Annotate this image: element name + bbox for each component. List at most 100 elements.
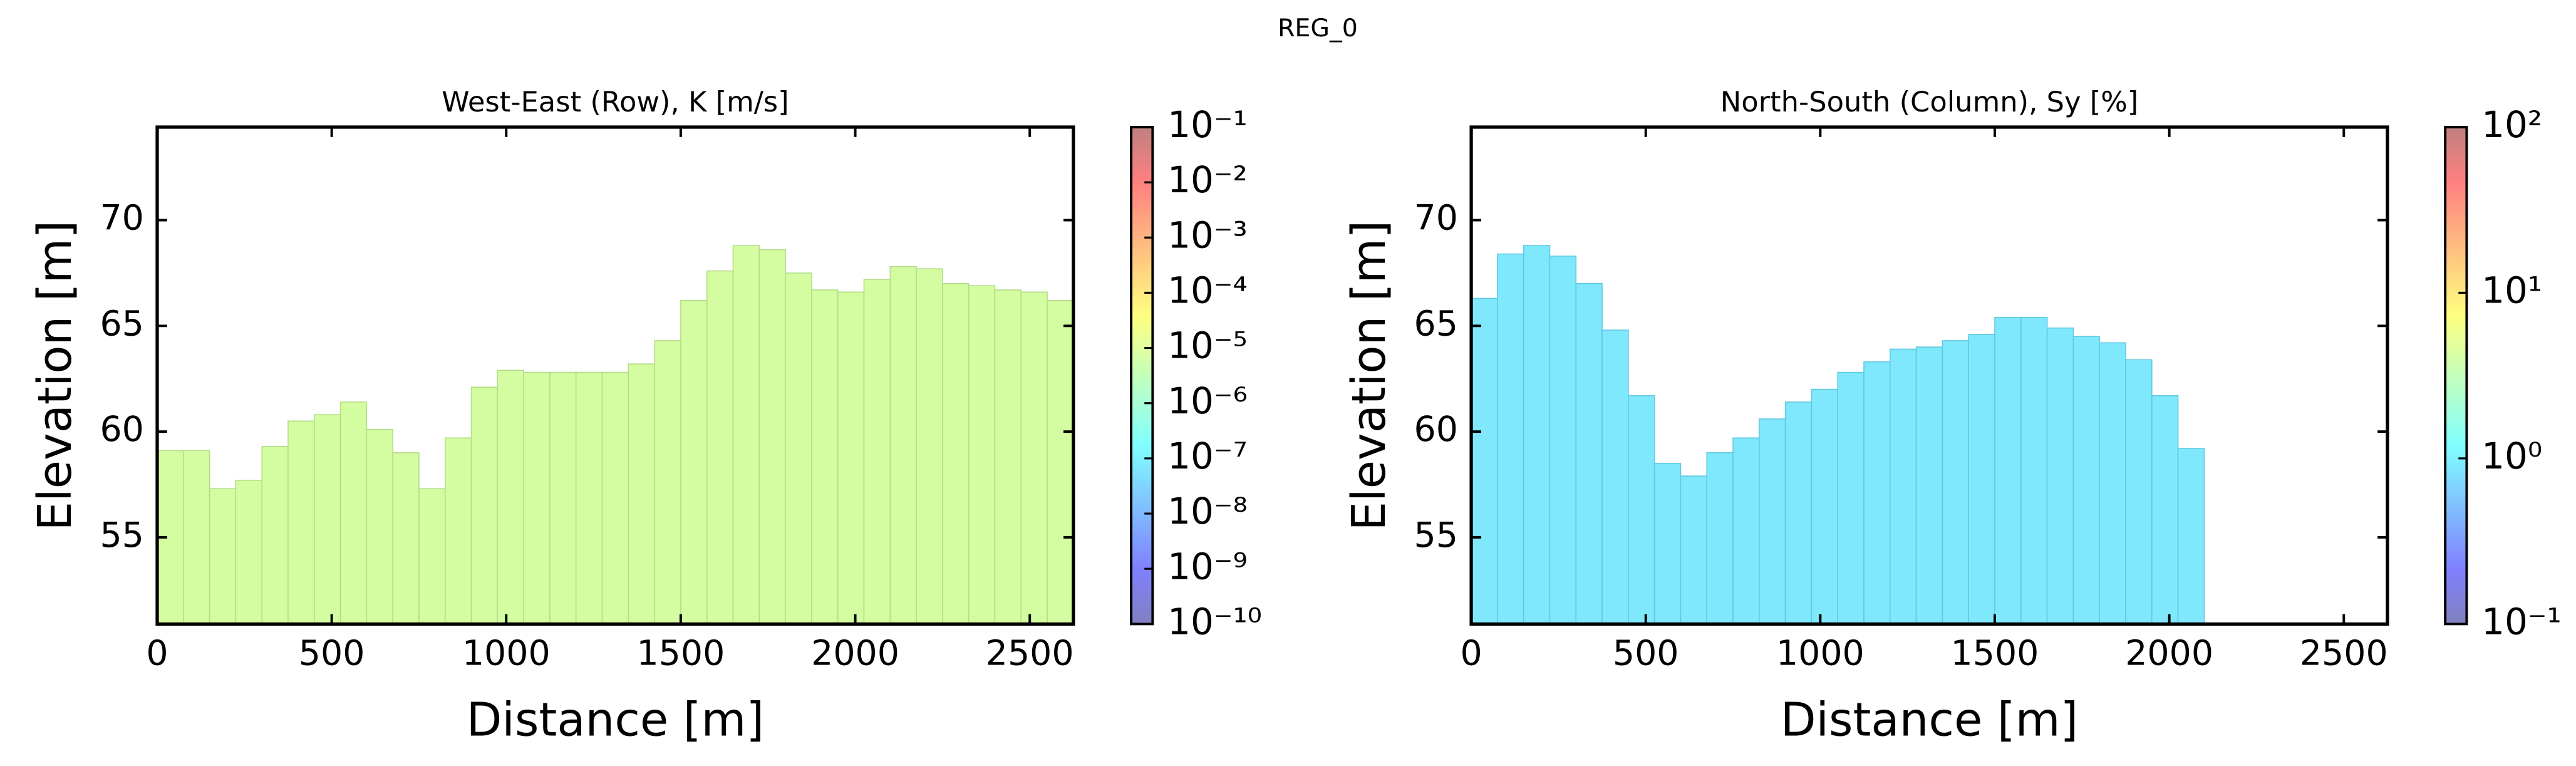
bar [889,266,917,625]
bar [601,371,629,625]
x-tick-label: 1500 [636,634,725,674]
bar [1628,395,1655,625]
bar [2177,448,2205,625]
bar [732,245,760,625]
y-tick-label: 70 [1414,199,1458,239]
y-axis-label: Elevation [m] [28,220,82,531]
colorbar-tick-label: 10⁻³ [1167,214,1248,256]
bar [837,291,865,625]
bar [444,437,472,625]
bar [209,488,237,625]
bar [287,420,315,625]
x-axis-label: Distance [m] [467,693,765,747]
x-axis-label: Distance [m] [1781,693,2079,747]
bar [1732,437,1760,625]
bar [680,299,708,625]
bar [1890,348,1917,625]
y-tick-label: 55 [100,515,143,556]
bar [1471,298,1498,625]
bar [1601,329,1629,625]
colorbar-tick-label: 10¹ [2481,269,2542,312]
bar [1706,452,1734,625]
bar [575,371,603,625]
bar [1047,299,1074,625]
bar [785,272,812,625]
x-tick-label: 500 [1613,634,1679,674]
colorbar-tick-label: 10⁻⁵ [1167,324,1248,367]
colorbar-tick-label: 10⁰ [2481,435,2542,477]
bar [235,479,262,625]
y-tick-label: 55 [1414,515,1458,556]
bar [1523,245,1551,625]
y-tick-label: 70 [100,199,143,239]
bar [2046,327,2074,625]
y-tick-label: 65 [100,304,143,344]
bar [2072,336,2100,625]
colorbar-tick-label: 10⁻⁶ [1167,380,1248,422]
axes-frame [1469,125,2389,626]
bar [261,445,289,625]
bar [968,285,996,625]
axes-frame [155,125,1075,626]
bar [470,386,499,625]
colorbar-tick-label: 10⁻¹ [1167,103,1248,146]
bar [1497,253,1524,625]
bar [1968,334,1995,625]
bar [706,270,734,625]
bar [392,452,420,625]
subplot-title: West-East (Row), K [m/s] [442,85,789,118]
bar [1837,371,1865,625]
bar [994,289,1022,625]
subplot-title: North-South (Column), Sy [%] [1720,85,2139,118]
x-tick-label: 0 [1460,634,1482,674]
bar [1863,361,1891,625]
bar [497,370,524,625]
bar [628,363,655,625]
bar [1020,291,1048,625]
x-tick-label: 500 [299,634,365,674]
x-tick-label: 2500 [986,634,1074,674]
bar [811,289,839,625]
bar [942,282,970,625]
colorbar-tick-label: 10⁻⁸ [1167,490,1248,532]
colorbar-tick-label: 10⁻⁹ [1167,545,1248,587]
x-tick-label: 1000 [462,634,551,674]
bar [1942,340,1969,625]
y-axis-label: Elevation [m] [1342,220,1396,531]
colorbar-tick-label: 10⁻⁷ [1167,435,1248,477]
bar [1994,317,2022,625]
bar [758,249,786,625]
bar [1680,475,1708,625]
bar [549,371,577,625]
bar [916,268,943,625]
colorbar-tick-label: 10⁻¹ [2481,600,2562,643]
bar [523,371,551,625]
colorbar-gradient [1131,127,1153,624]
bar [2020,317,2048,625]
bar [1549,256,1577,625]
x-tick-label: 2500 [2300,634,2388,674]
bar [366,428,393,625]
colorbar-tick-label: 10⁻⁴ [1167,269,1248,312]
figure-title: REG_0 [1278,14,1358,43]
bar [1915,346,1943,625]
colorbar-gradient [2445,127,2467,624]
colorbar-tick-label: 10² [2481,103,2542,146]
colorbar-frame [2444,125,2468,626]
bar [1759,418,1786,625]
bar [182,450,210,625]
bar [1784,401,1813,625]
colorbar-frame [1130,125,1154,626]
bar [863,279,891,625]
bar [339,401,368,625]
x-tick-label: 1500 [1951,634,2039,674]
bar [2151,395,2179,625]
x-tick-label: 2000 [811,634,899,674]
y-tick-label: 60 [1414,410,1458,450]
y-tick-label: 60 [100,410,143,450]
x-tick-label: 2000 [2125,634,2213,674]
colorbar-tick-label: 10⁻² [1167,158,1248,201]
x-tick-label: 1000 [1776,634,1865,674]
bar [418,488,446,625]
